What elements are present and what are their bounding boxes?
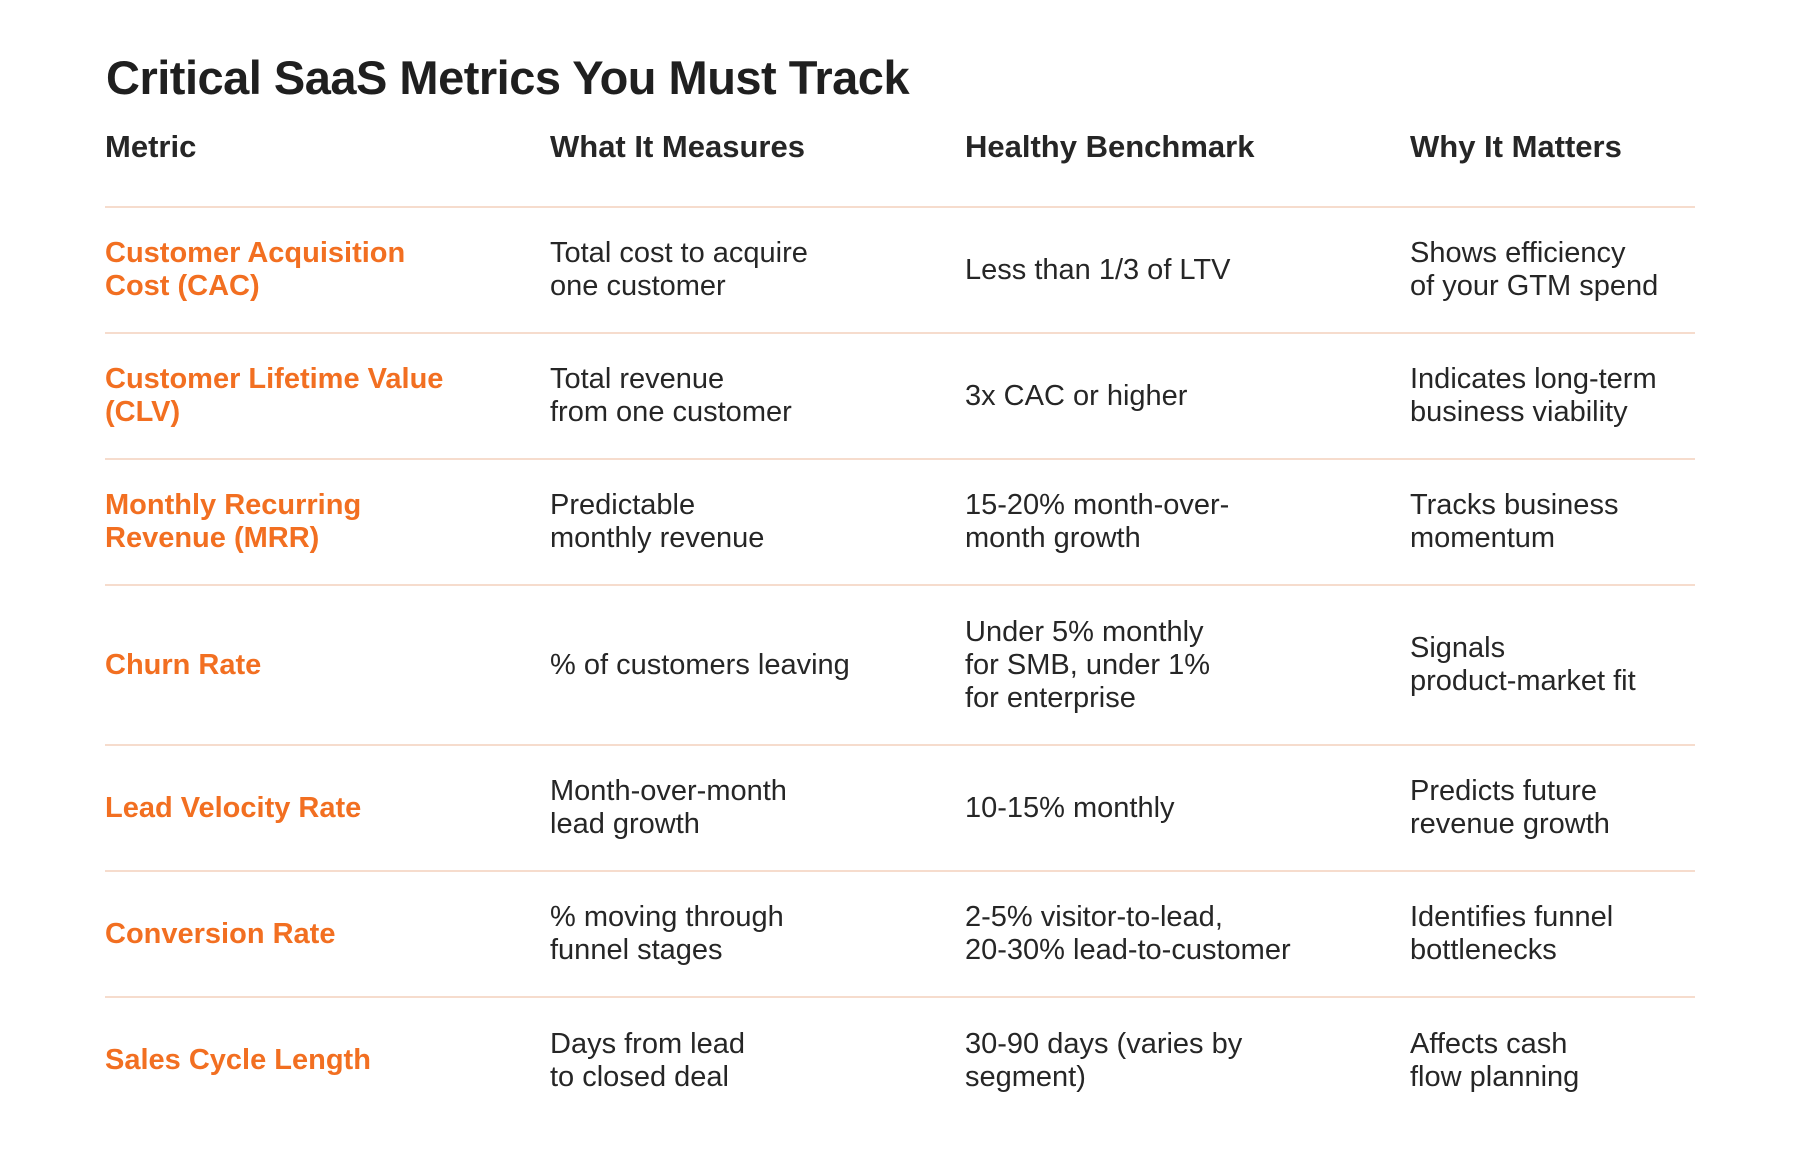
metric-name: Lead Velocity Rate — [105, 791, 362, 824]
measures-cell: Month-over-month lead growth — [550, 745, 965, 872]
measures-text: Total revenue from one customer — [550, 363, 792, 428]
why-text: Tracks business momentum — [1410, 489, 1619, 554]
measures-cell: Total cost to acquire one customer — [550, 207, 965, 334]
benchmark-text: 15-20% month-over- month growth — [965, 489, 1230, 554]
benchmark-cell: 15-20% month-over- month growth — [965, 459, 1410, 586]
why-cell: Identifies funnel bottlenecks — [1410, 871, 1695, 998]
why-cell: Affects cash flow planning — [1410, 997, 1695, 1123]
why-text: Predicts future revenue growth — [1410, 775, 1610, 840]
why-cell: Tracks business momentum — [1410, 459, 1695, 586]
table-header: Metric What It Measures Healthy Benchmar… — [105, 128, 1695, 208]
benchmark-cell: 10-15% monthly — [965, 745, 1410, 872]
metric-name: Conversion Rate — [105, 917, 336, 950]
table-body: Customer Acquisition Cost (CAC) Total co… — [105, 207, 1695, 1123]
benchmark-text: 2-5% visitor-to-lead, 20-30% lead-to-cus… — [965, 901, 1291, 966]
measures-text: Month-over-month lead growth — [550, 775, 787, 840]
benchmark-cell: Under 5% monthly for SMB, under 1% for e… — [965, 585, 1410, 746]
table-row: Customer Acquisition Cost (CAC) Total co… — [105, 207, 1695, 334]
metric-name-cell: Customer Lifetime Value (CLV) — [105, 333, 550, 460]
benchmark-cell: 30-90 days (varies by segment) — [965, 997, 1410, 1123]
benchmark-text: 3x CAC or higher — [965, 379, 1188, 412]
why-cell: Shows efficiency of your GTM spend — [1410, 207, 1695, 334]
metric-name-cell: Churn Rate — [105, 585, 550, 746]
column-header-why-it-matters: Why It Matters — [1410, 128, 1695, 208]
measures-cell: % moving through funnel stages — [550, 871, 965, 998]
page-title: Critical SaaS Metrics You Must Track — [106, 51, 910, 104]
metric-name-cell: Monthly Recurring Revenue (MRR) — [105, 459, 550, 586]
measures-cell: Days from lead to closed deal — [550, 997, 965, 1123]
measures-text: Predictable monthly revenue — [550, 489, 765, 554]
why-text: Indicates long-term business viability — [1410, 363, 1657, 428]
why-text: Identifies funnel bottlenecks — [1410, 901, 1614, 966]
why-cell: Indicates long-term business viability — [1410, 333, 1695, 460]
why-text: Affects cash flow planning — [1410, 1027, 1580, 1093]
metric-name-cell: Lead Velocity Rate — [105, 745, 550, 872]
benchmark-cell: 3x CAC or higher — [965, 333, 1410, 460]
metric-name-cell: Conversion Rate — [105, 871, 550, 998]
table-row: Churn Rate % of customers leaving Under … — [105, 585, 1695, 746]
measures-text: % of customers leaving — [550, 648, 850, 681]
benchmark-text: 30-90 days (varies by segment) — [965, 1027, 1243, 1093]
metric-name: Customer Lifetime Value (CLV) — [105, 363, 444, 428]
benchmark-text: Under 5% monthly for SMB, under 1% for e… — [965, 615, 1210, 714]
why-text: Shows efficiency of your GTM spend — [1410, 237, 1659, 302]
metric-name: Monthly Recurring Revenue (MRR) — [105, 489, 362, 554]
measures-text: % moving through funnel stages — [550, 901, 784, 966]
metric-name-cell: Sales Cycle Length — [105, 997, 550, 1123]
table-row: Monthly Recurring Revenue (MRR) Predicta… — [105, 459, 1695, 586]
benchmark-text: 10-15% monthly — [965, 791, 1175, 824]
why-cell: Predicts future revenue growth — [1410, 745, 1695, 872]
measures-text: Days from lead to closed deal — [550, 1027, 746, 1093]
column-header-what-it-measures: What It Measures — [550, 128, 965, 208]
table-row: Conversion Rate % moving through funnel … — [105, 871, 1695, 998]
why-cell: Signals product-market fit — [1410, 585, 1695, 746]
measures-cell: % of customers leaving — [550, 585, 965, 746]
metric-name: Sales Cycle Length — [105, 1044, 371, 1076]
why-text: Signals product-market fit — [1410, 632, 1636, 697]
column-header-metric: Metric — [105, 128, 550, 208]
benchmark-cell: Less than 1/3 of LTV — [965, 207, 1410, 334]
table-row: Lead Velocity Rate Month-over-month lead… — [105, 745, 1695, 872]
measures-cell: Predictable monthly revenue — [550, 459, 965, 586]
measures-cell: Total revenue from one customer — [550, 333, 965, 460]
table-row: Customer Lifetime Value (CLV) Total reve… — [105, 333, 1695, 460]
benchmark-cell: 2-5% visitor-to-lead, 20-30% lead-to-cus… — [965, 871, 1410, 998]
benchmark-text: Less than 1/3 of LTV — [965, 253, 1231, 286]
metric-name-cell: Customer Acquisition Cost (CAC) — [105, 207, 550, 334]
table-row: Sales Cycle Length Days from lead to clo… — [105, 997, 1695, 1123]
header-row: Metric What It Measures Healthy Benchmar… — [105, 128, 1695, 208]
metric-name: Customer Acquisition Cost (CAC) — [105, 237, 406, 302]
column-header-healthy-benchmark: Healthy Benchmark — [965, 128, 1410, 208]
metrics-table: Metric What It Measures Healthy Benchmar… — [105, 128, 1695, 1123]
measures-text: Total cost to acquire one customer — [550, 237, 808, 302]
metric-name: Churn Rate — [105, 648, 262, 681]
